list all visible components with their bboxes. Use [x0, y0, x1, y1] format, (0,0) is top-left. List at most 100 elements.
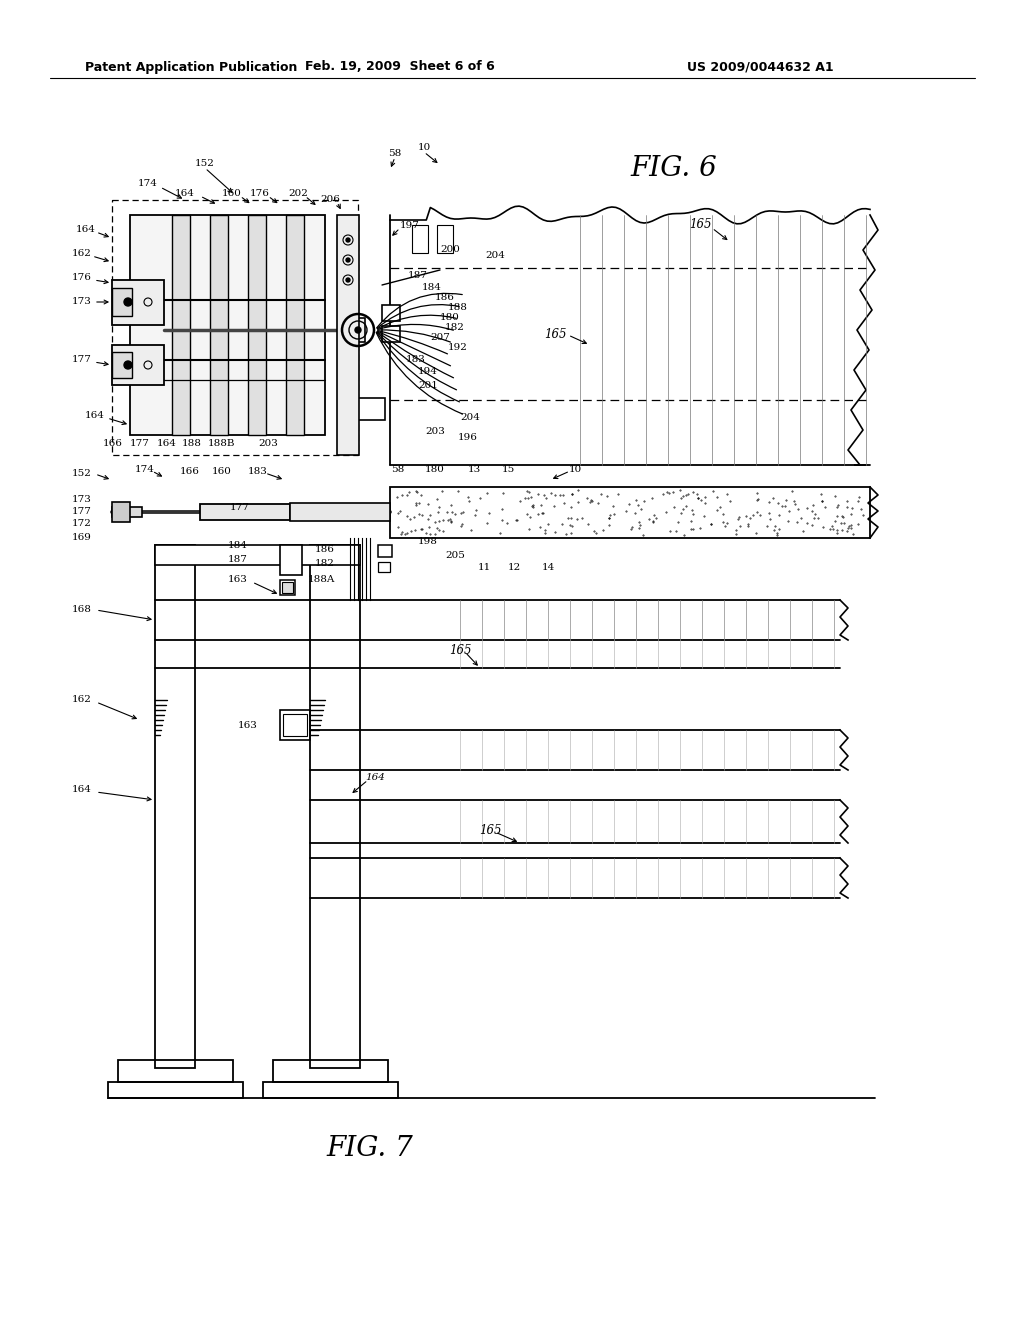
Bar [155, 545, 360, 565]
Text: 177: 177 [230, 503, 250, 511]
Bar [112, 502, 130, 521]
Text: 162: 162 [72, 696, 92, 705]
Text: 173: 173 [72, 297, 92, 306]
Bar [355, 399, 385, 420]
Text: 206: 206 [321, 195, 340, 205]
Bar [155, 545, 195, 1068]
Circle shape [124, 298, 132, 306]
Text: 207: 207 [430, 334, 450, 342]
Text: 187: 187 [228, 554, 248, 564]
Text: 11: 11 [478, 562, 492, 572]
Bar [286, 215, 304, 436]
Text: 186: 186 [315, 545, 335, 554]
Text: 198: 198 [418, 537, 438, 546]
Bar [118, 1060, 233, 1082]
Text: 194: 194 [418, 367, 438, 376]
Text: 165: 165 [449, 644, 471, 656]
Text: 183: 183 [406, 355, 426, 364]
Text: 188: 188 [449, 304, 468, 313]
Text: 164: 164 [365, 774, 385, 783]
Text: 12: 12 [508, 562, 521, 572]
Text: 165: 165 [689, 219, 712, 231]
Text: 166: 166 [103, 438, 123, 447]
Text: 203: 203 [258, 438, 278, 447]
Text: 152: 152 [72, 469, 92, 478]
Text: 205: 205 [445, 550, 465, 560]
Text: 168: 168 [72, 606, 92, 615]
Text: 186: 186 [435, 293, 455, 302]
Text: 160: 160 [222, 189, 242, 198]
Bar [337, 215, 359, 455]
Text: 165: 165 [544, 329, 566, 342]
Bar [248, 215, 266, 436]
Text: 188A: 188A [307, 576, 335, 585]
Bar [172, 215, 190, 436]
Bar [112, 280, 164, 325]
Text: 202: 202 [288, 189, 308, 198]
Text: 177: 177 [130, 438, 150, 447]
Bar [310, 545, 360, 1068]
Bar [112, 507, 142, 517]
Bar [412, 224, 428, 253]
Circle shape [346, 238, 350, 242]
Bar [340, 318, 365, 342]
Text: 180: 180 [425, 465, 445, 474]
Text: 176: 176 [72, 273, 92, 282]
Text: 182: 182 [315, 558, 335, 568]
Circle shape [355, 327, 361, 333]
Bar [280, 710, 310, 741]
Text: Feb. 19, 2009  Sheet 6 of 6: Feb. 19, 2009 Sheet 6 of 6 [305, 61, 495, 74]
Bar [273, 1060, 388, 1082]
Text: 164: 164 [175, 189, 195, 198]
Circle shape [346, 257, 350, 261]
Text: 164: 164 [157, 438, 177, 447]
Text: 172: 172 [72, 520, 92, 528]
Text: 164: 164 [85, 411, 105, 420]
Bar [108, 1082, 243, 1098]
Text: 184: 184 [228, 541, 248, 550]
Text: 58: 58 [391, 465, 404, 474]
Text: US 2009/0044632 A1: US 2009/0044632 A1 [687, 61, 834, 74]
Text: 10: 10 [568, 465, 582, 474]
Bar [280, 545, 302, 576]
Text: 163: 163 [228, 576, 248, 585]
Bar [283, 714, 307, 737]
Text: 58: 58 [388, 149, 401, 157]
Bar [290, 503, 390, 521]
Text: FIG. 7: FIG. 7 [327, 1134, 414, 1162]
Circle shape [124, 360, 132, 370]
Text: 152: 152 [195, 158, 215, 168]
Text: 196: 196 [458, 433, 478, 441]
Text: Patent Application Publication: Patent Application Publication [85, 61, 297, 74]
Bar [130, 215, 325, 436]
Text: 166: 166 [180, 467, 200, 477]
Text: 187: 187 [408, 271, 428, 280]
Text: 174: 174 [135, 465, 155, 474]
Bar [382, 305, 400, 321]
Bar [112, 288, 132, 315]
Text: 15: 15 [502, 465, 515, 474]
Text: 174: 174 [138, 180, 158, 189]
Text: 183: 183 [248, 467, 268, 477]
Text: 10: 10 [418, 144, 431, 153]
Text: 188: 188 [182, 438, 202, 447]
Text: 204: 204 [460, 413, 480, 422]
Text: 14: 14 [542, 562, 555, 572]
Bar [112, 352, 132, 378]
Bar [378, 545, 392, 557]
Bar [390, 487, 870, 539]
Bar [282, 582, 293, 593]
Bar [210, 215, 228, 436]
Text: 201: 201 [418, 380, 438, 389]
Text: 160: 160 [212, 467, 232, 477]
Bar [112, 345, 164, 385]
Text: 13: 13 [467, 465, 480, 474]
Text: 203: 203 [425, 428, 445, 437]
Circle shape [346, 279, 350, 282]
Text: 204: 204 [485, 251, 505, 260]
Bar [200, 504, 290, 520]
Bar [437, 224, 453, 253]
Text: FIG. 6: FIG. 6 [630, 154, 717, 181]
Bar [382, 326, 400, 342]
Text: 188B: 188B [208, 438, 236, 447]
